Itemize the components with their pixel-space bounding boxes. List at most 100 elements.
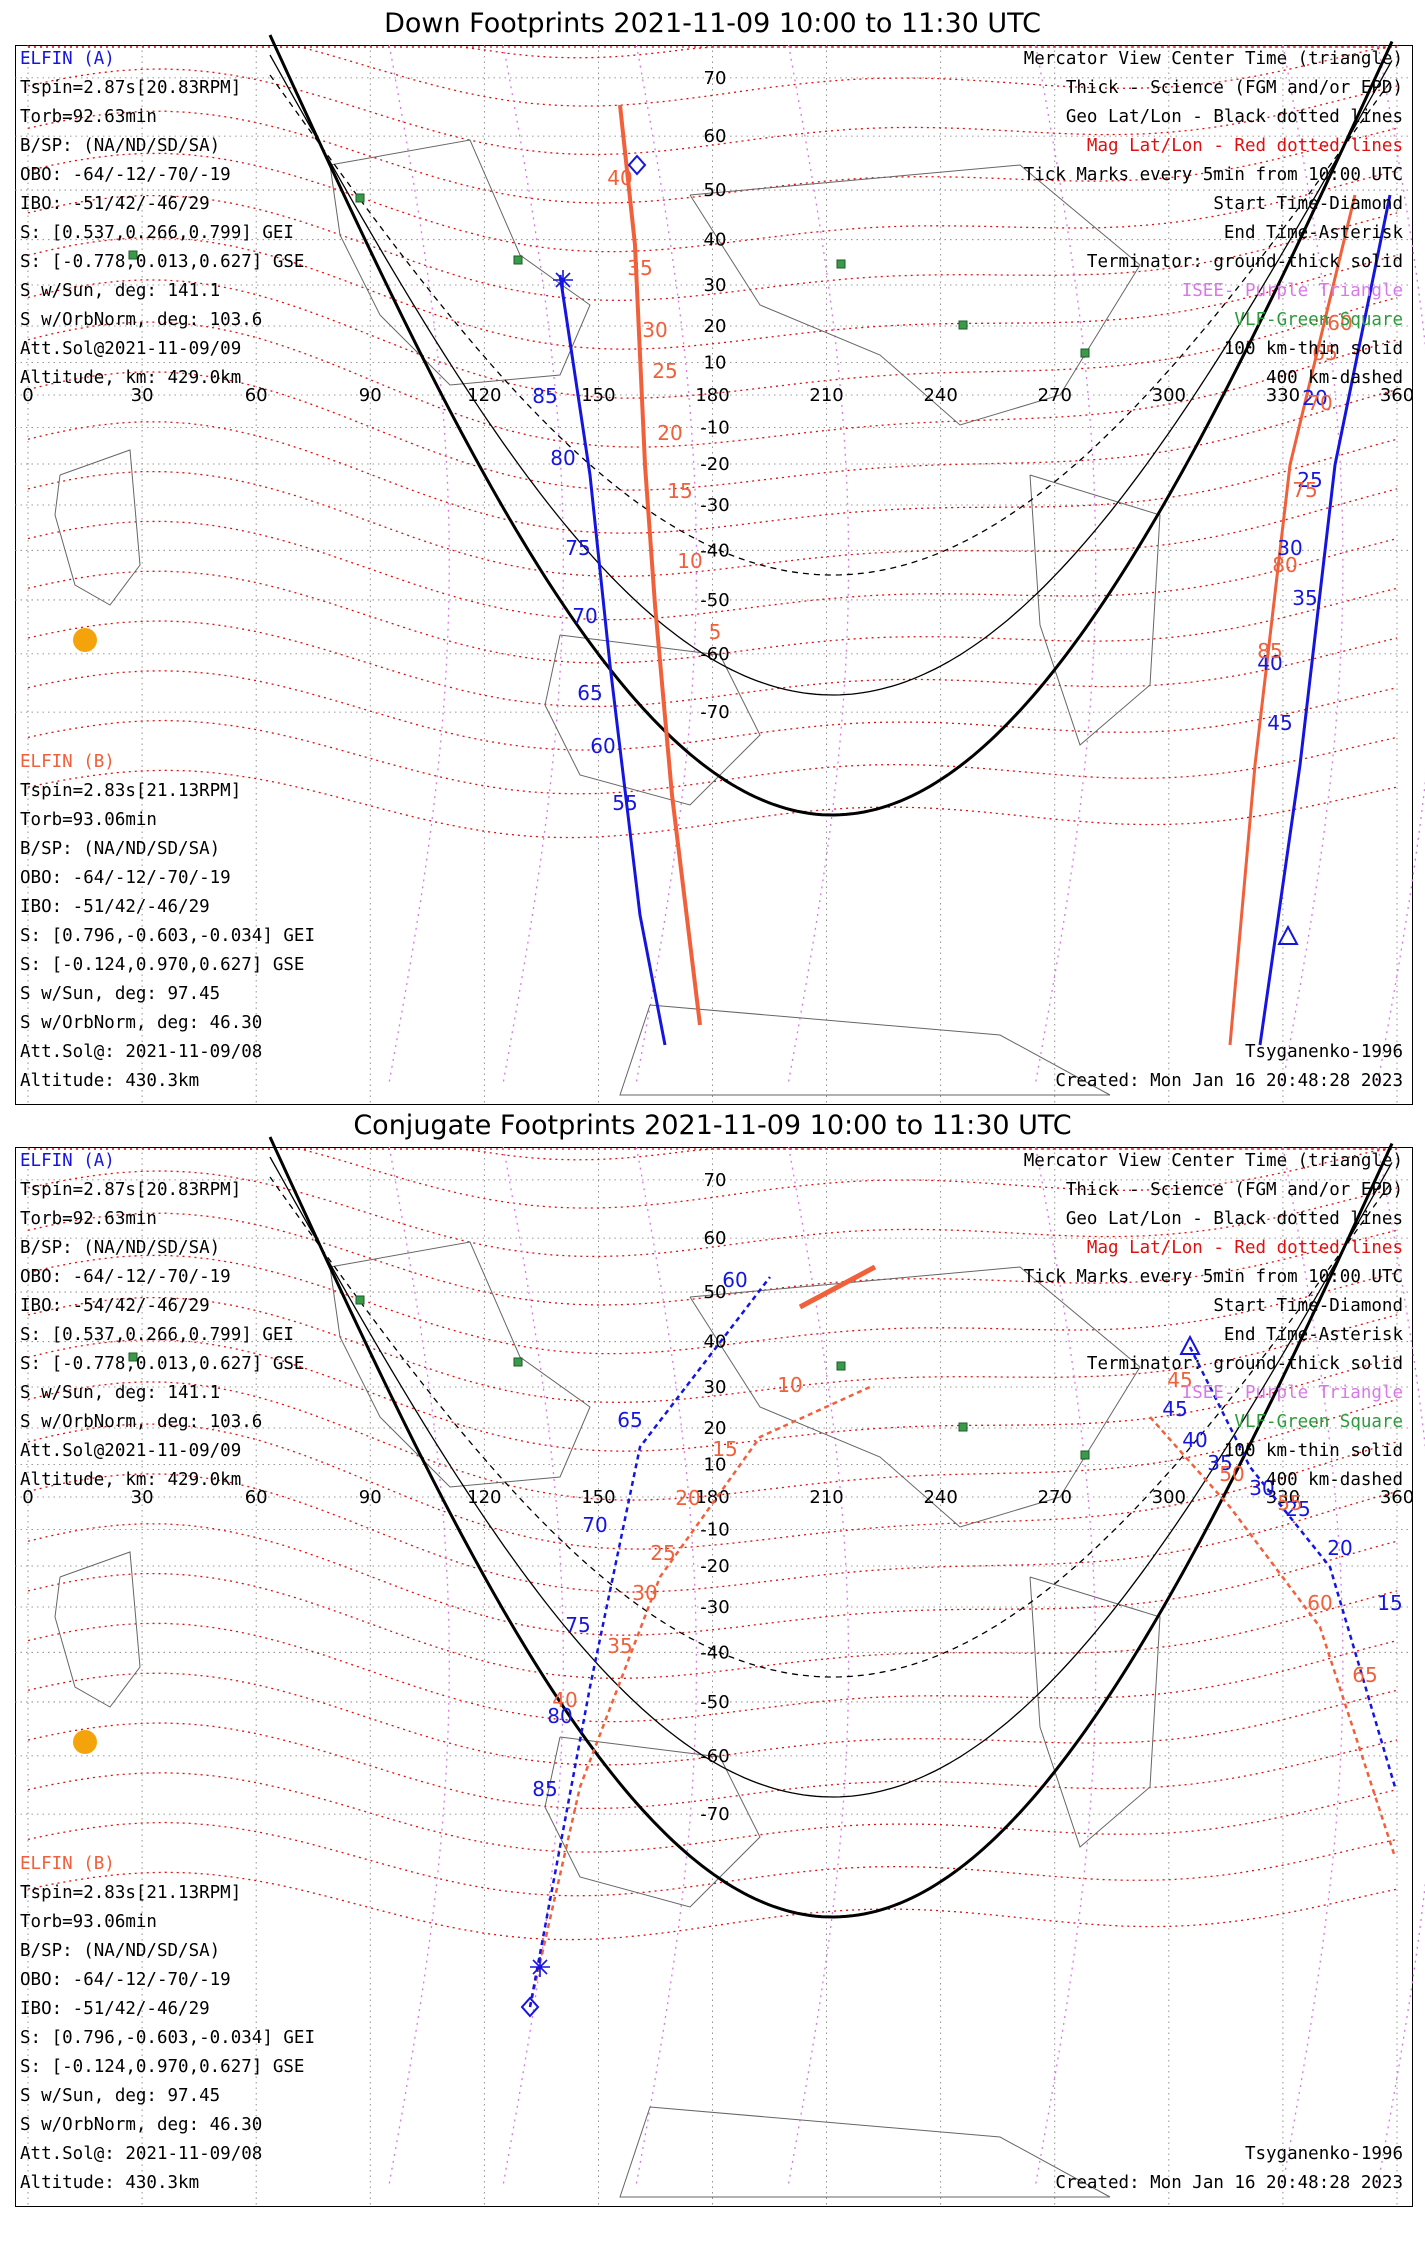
legend-item: Mercator View Center Time (triangle) (1023, 1151, 1403, 1171)
lon-tick-label: 60 (245, 1487, 268, 1508)
lat-tick-label: -10 (700, 1519, 729, 1540)
mag-parallel (27, 1170, 1398, 1258)
info-line: S w/OrbNorm, deg: 46.30 (20, 1013, 263, 1033)
coastline (329, 1241, 591, 1488)
lon-tick-label: 270 (1038, 1487, 1072, 1508)
lat-tick-label: -60 (700, 1746, 729, 1767)
mag-parallel (27, 237, 1398, 350)
track-b-label: 30 (632, 1581, 657, 1605)
lat-tick-label: -40 (700, 540, 729, 561)
vlf-station (513, 255, 523, 265)
info-line: S w/Sun, deg: 97.45 (20, 2086, 221, 2106)
lon-tick-label: 30 (131, 385, 154, 406)
mag-parallel (27, 1296, 1398, 1404)
info-line: S: [-0.124,0.970,0.627] GSE (20, 955, 305, 975)
track-a-label: 80 (547, 1704, 572, 1728)
mag-parallel (27, 719, 1398, 795)
track-b-label: 40 (552, 1688, 577, 1712)
track-a-label: 65 (577, 681, 602, 705)
track-a-label: 65 (617, 1408, 642, 1432)
panel-title: Conjugate Footprints 2021-11-09 10:00 to… (353, 1110, 1072, 1141)
info-line: S: [0.537,0.266,0.799] GEI (20, 223, 294, 243)
isee-meridian (1034, 1146, 1097, 2188)
lat-tick-label: -20 (700, 1556, 729, 1577)
elfin-b-title: ELFIN (B) (20, 1854, 115, 1874)
info-line: B/SP: (NA/ND/SD/SA) (20, 1238, 221, 1258)
track-a-label: 55 (612, 791, 637, 815)
mag-parallel (27, 1821, 1398, 1897)
mag-parallel (27, 194, 1398, 302)
start-diamond-icon (627, 154, 647, 176)
info-line: Att.Sol@2021-11-09/09 (20, 339, 242, 359)
info-line: S: [-0.124,0.970,0.627] GSE (20, 2057, 305, 2077)
legend-item: Tick Marks every 5min from 10:00 UTC (1023, 1267, 1403, 1287)
map-frame (15, 1147, 1413, 2207)
lat-tick-label: 70 (704, 1170, 727, 1191)
info-line: Att.Sol@: 2021-11-09/08 (20, 1042, 263, 1062)
lat-tick-label: 50 (704, 180, 727, 201)
track-b-label: 15 (667, 479, 692, 503)
coastline (329, 139, 591, 386)
vlf-station (355, 193, 365, 203)
coastline (689, 164, 1141, 426)
vlf-station (513, 1357, 523, 1367)
info-line: OBO: -64/-12/-70/-19 (20, 1267, 231, 1287)
lat-tick-label: 40 (704, 230, 727, 251)
isee-meridian (635, 1146, 698, 2188)
track-a-label: 25 (1285, 1497, 1310, 1521)
map-canvas: 0 30 60 90 120 150 180 210 240 270 300 330 360 70 60 50… (15, 34, 1425, 1103)
isee-meridian (635, 44, 698, 1086)
vlf-station (1080, 1450, 1090, 1460)
legend-item: VLF-Green Square (1234, 1412, 1403, 1432)
legend-item: End Time-Asterisk (1223, 223, 1403, 243)
legend-item: End Time-Asterisk (1223, 1325, 1403, 1345)
elfin-a-track (558, 274, 667, 1046)
lat-tick-label: 10 (704, 1455, 727, 1476)
lon-tick-label: 330 (1266, 385, 1300, 406)
terminator-ground (268, 1136, 1394, 1919)
info-line: IBO: -51/42/-46/29 (20, 897, 210, 917)
elfin-a-title: ELFIN (A) (20, 1151, 115, 1171)
coastline (54, 1551, 141, 1708)
lat-tick-label: -30 (700, 1597, 729, 1618)
mag-parallel (27, 1772, 1398, 1853)
lat-tick-label: -30 (700, 495, 729, 516)
isee-meridian (1281, 44, 1344, 1086)
vlf-station (1080, 348, 1090, 358)
lat-tick-label: -50 (700, 590, 729, 611)
mag-parallel (27, 68, 1398, 156)
end-asterisk-icon (530, 1957, 550, 1977)
track-b-label: 35 (607, 1634, 632, 1658)
legend-item: Thick - Science (FGM and/or EPD) (1065, 78, 1403, 98)
created-timestamp: Created: Mon Jan 16 20:48:28 2023 (1055, 1071, 1403, 1091)
lon-tick-label: 120 (467, 1487, 501, 1508)
track-a-label: 15 (1377, 1591, 1402, 1615)
lon-tick-label: 150 (581, 385, 615, 406)
mag-parallel (27, 421, 1398, 534)
end-asterisk-icon (553, 270, 573, 290)
lon-tick-label: 300 (1152, 1487, 1186, 1508)
coastline (544, 634, 761, 806)
info-line: B/SP: (NA/ND/SD/SA) (20, 1941, 221, 1961)
lon-tick-label: 0 (22, 385, 33, 406)
terminator-ground (268, 34, 1394, 817)
coastline (544, 1736, 761, 1908)
lat-tick-label: -20 (700, 454, 729, 475)
info-line: IBO: -54/42/-46/29 (20, 1296, 210, 1316)
elfin-a-track (1188, 1346, 1397, 1788)
legend-item: Terminator: ground-thick solid (1086, 1354, 1403, 1374)
info-line: Altitude, km: 429.0km (20, 1470, 242, 1490)
info-line: S w/Sun, deg: 97.45 (20, 984, 221, 1004)
map-frame (15, 45, 1413, 1105)
vlf-station (836, 1361, 846, 1371)
isee-meridian (1376, 1146, 1425, 2188)
track-b-label: 40 (607, 166, 632, 190)
mag-parallel (27, 670, 1398, 751)
isee-meridian (787, 44, 850, 1086)
track-a-label: 60 (590, 734, 615, 758)
lat-tick-label: 60 (704, 1228, 727, 1249)
mag-parallel (27, 1572, 1398, 1680)
lat-tick-label: 30 (704, 275, 727, 296)
track-b-label: 75 (1292, 478, 1317, 502)
isee-meridian (502, 1146, 564, 2188)
